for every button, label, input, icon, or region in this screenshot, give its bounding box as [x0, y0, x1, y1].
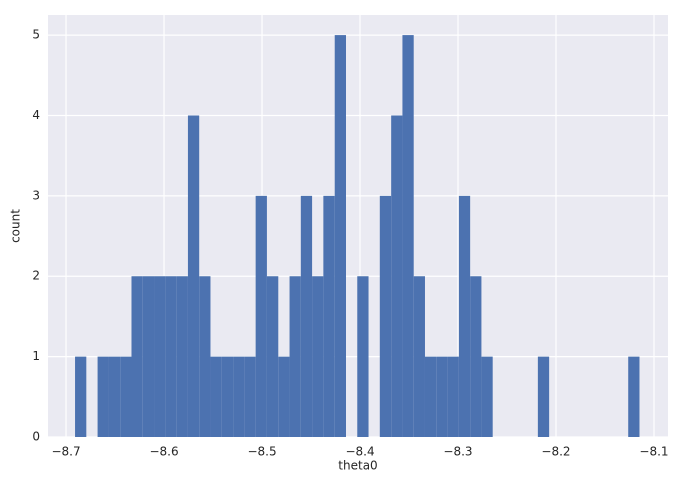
- y-tick-label: 4: [32, 108, 40, 122]
- bar: [255, 195, 267, 437]
- y-tick-label: 3: [32, 188, 40, 202]
- bar: [424, 356, 437, 437]
- bar: [481, 356, 493, 437]
- x-tick-label: −8.4: [345, 445, 374, 459]
- bar: [402, 35, 414, 437]
- bar: [165, 276, 177, 437]
- x-tick-label: −8.5: [247, 445, 276, 459]
- bar: [391, 115, 403, 437]
- bar: [628, 356, 640, 437]
- bar: [221, 356, 234, 437]
- bar: [289, 276, 301, 437]
- bar: [97, 356, 109, 437]
- x-tick-label: −8.3: [443, 445, 472, 459]
- bar: [244, 356, 256, 437]
- y-tick-label: 1: [32, 349, 40, 363]
- x-tick-label: −8.1: [639, 445, 668, 459]
- y-axis-label: count: [9, 209, 23, 243]
- bar: [108, 356, 121, 437]
- x-tick-label: −8.7: [51, 445, 80, 459]
- bar: [154, 276, 166, 437]
- bar: [357, 276, 369, 437]
- bar: [334, 35, 346, 437]
- x-tick-label: −8.2: [541, 445, 570, 459]
- bar: [142, 276, 155, 437]
- bar: [323, 195, 335, 437]
- bar: [436, 356, 448, 437]
- bar: [300, 195, 313, 437]
- bar: [210, 356, 222, 437]
- bar: [233, 356, 245, 437]
- bar: [187, 115, 200, 437]
- bar: [458, 195, 471, 437]
- bars: [75, 35, 640, 437]
- y-tick-label: 0: [32, 430, 40, 444]
- y-tick-label: 5: [32, 28, 40, 42]
- bar: [120, 356, 132, 437]
- bar: [75, 356, 87, 437]
- bar: [176, 276, 188, 437]
- bar: [278, 356, 290, 437]
- labels: 0 1 2 3 4 5 −8.7 −8.6 −8.5 −8.4 −8.3 −8.2 −8.1: [32, 28, 668, 459]
- x-tick-label: −8.6: [149, 445, 178, 459]
- bar: [447, 356, 459, 437]
- bar: [537, 356, 550, 437]
- bar: [266, 276, 279, 437]
- bar: [413, 276, 425, 437]
- bar: [131, 276, 143, 437]
- bar: [312, 276, 324, 437]
- y-tick-label: 2: [32, 269, 40, 283]
- bar: [470, 276, 482, 437]
- bar: [199, 276, 211, 437]
- x-axis-label: theta0: [338, 459, 377, 473]
- bar: [379, 195, 392, 437]
